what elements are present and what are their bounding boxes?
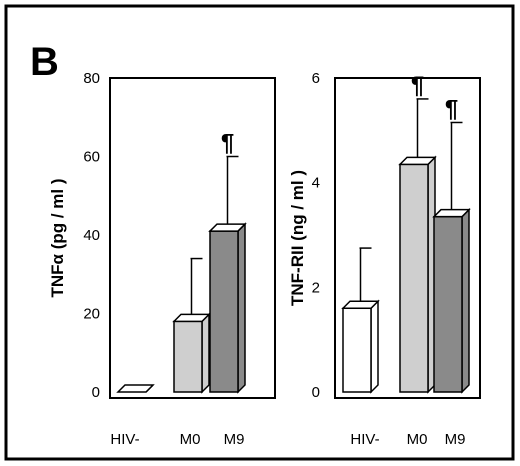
chart-tnf-alpha: TNFα (pg / ml ) 0 20 40 60 80 ¶ HIV- M0 M9 [48,70,276,448]
plot-frame [109,77,276,399]
bar-top [398,156,437,166]
y-tick-label: 4 [312,175,320,192]
category-label: HIV- [350,431,379,448]
y-tick-label: 60 [83,149,100,166]
y-tick-label: 2 [312,279,320,296]
bar [433,215,463,393]
significance-marks: ¶¶ [411,72,458,123]
category-label: M9 [445,431,466,448]
bar-top [172,313,211,323]
bar-side [461,207,470,394]
y-tick-label: 40 [83,227,100,244]
y-axis-label: TNFα (pg / ml ) [48,178,67,297]
bars [116,222,247,394]
y-tick-label: 20 [83,306,100,323]
error-bars [190,155,239,322]
category-label: M0 [180,431,201,448]
bars [341,155,471,394]
category-label: M9 [224,431,245,448]
bar-top [116,384,155,393]
y-tick-label: 80 [83,70,100,87]
category-label: HIV- [110,431,139,448]
y-axis-label: TNF-RII (ng / ml ) [288,170,307,306]
bar-side [201,312,210,394]
significance-mark: ¶ [445,95,458,122]
y-tick-label: 6 [312,70,320,87]
y-tick-label: 0 [92,384,100,401]
y-ticks: 0 2 4 6 [312,70,320,401]
bar [342,307,372,393]
category-label: M0 [407,431,428,448]
bar-top [432,208,471,218]
panel-letter: B [30,40,59,84]
bar [399,163,429,393]
significance-mark: ¶ [411,72,424,99]
y-tick-label: 0 [312,384,320,401]
bar [209,230,239,393]
plot-frame [334,77,481,399]
y-ticks: 0 20 40 60 80 [83,70,100,401]
bar-top [341,300,380,310]
significance-mark: ¶ [221,130,234,157]
bar-side [370,299,379,394]
category-labels: HIV- M0 M9 [350,431,465,448]
significance-marks: ¶ [221,130,234,157]
error-bars [359,98,463,309]
bar [173,320,203,393]
category-labels: HIV- M0 M9 [110,431,244,448]
bar-side [237,222,246,394]
bar-top [208,223,247,232]
